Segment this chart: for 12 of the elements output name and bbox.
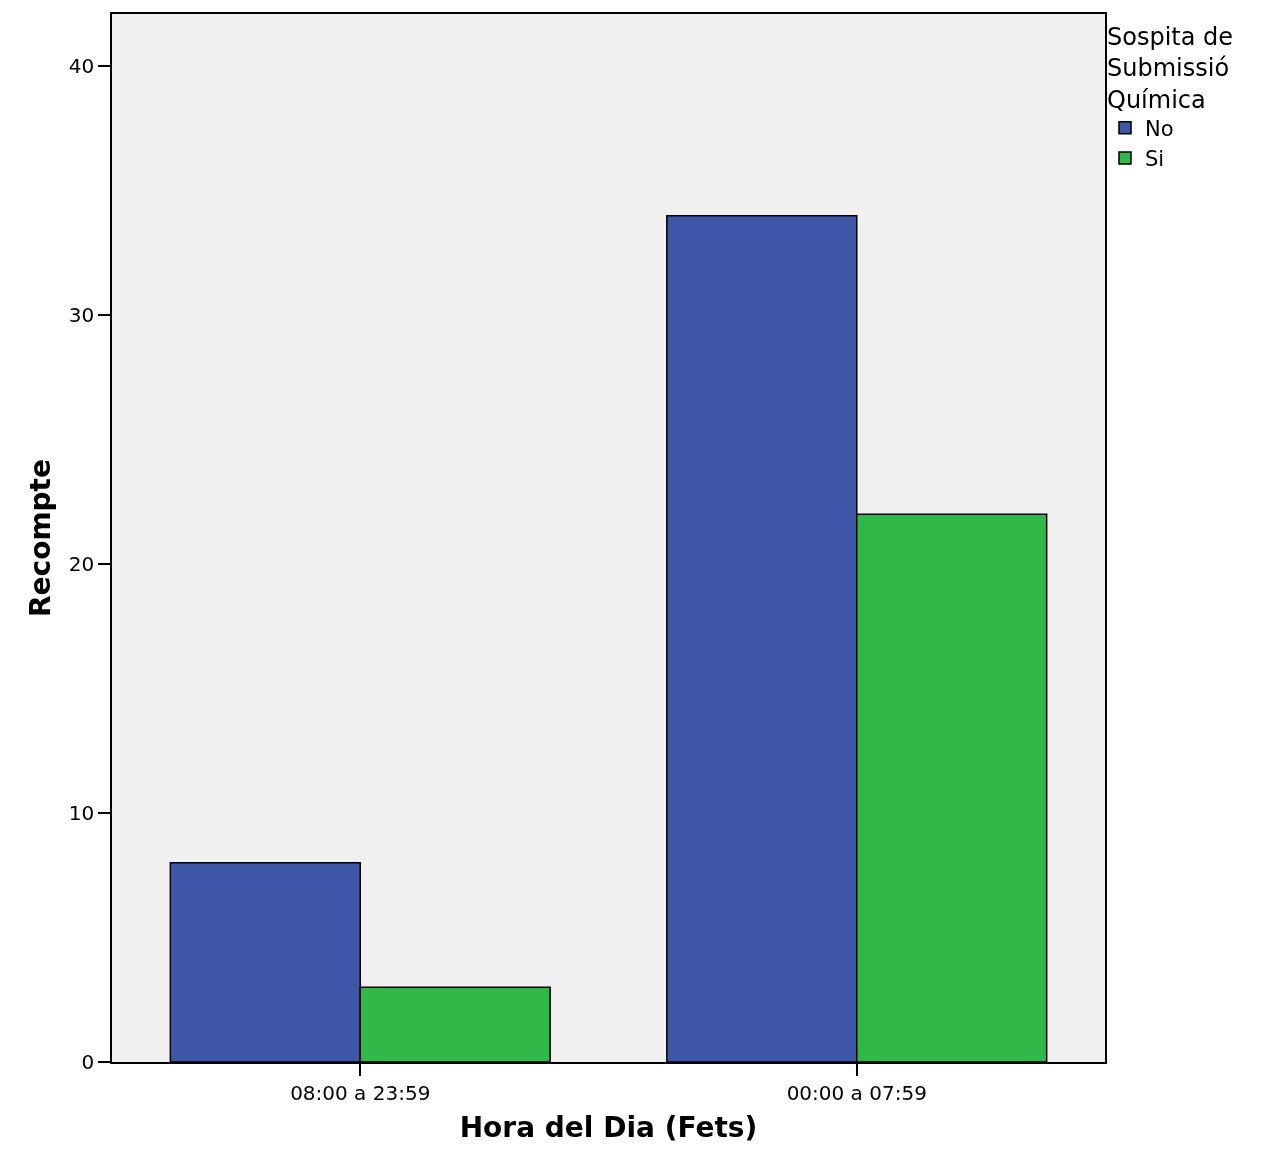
legend-label: No [1145, 116, 1174, 141]
y-tick-label: 40 [68, 54, 95, 79]
y-tick-label: 10 [68, 801, 95, 826]
x-tick-label: 00:00 a 07:59 [786, 1080, 927, 1105]
y-tick-label: 20 [68, 552, 95, 577]
legend-label: Si [1145, 147, 1165, 172]
legend-title: Sospita de Submissió Química [1107, 23, 1234, 114]
y-tick-label: 30 [68, 303, 95, 328]
y-tick-label: 0 [81, 1050, 95, 1074]
x-tick-label: 08:00 a 23:59 [290, 1080, 431, 1105]
x-axis-title: Hora del Dia (Fets) [459, 1111, 758, 1145]
y-axis-title: Recompte [24, 459, 57, 617]
